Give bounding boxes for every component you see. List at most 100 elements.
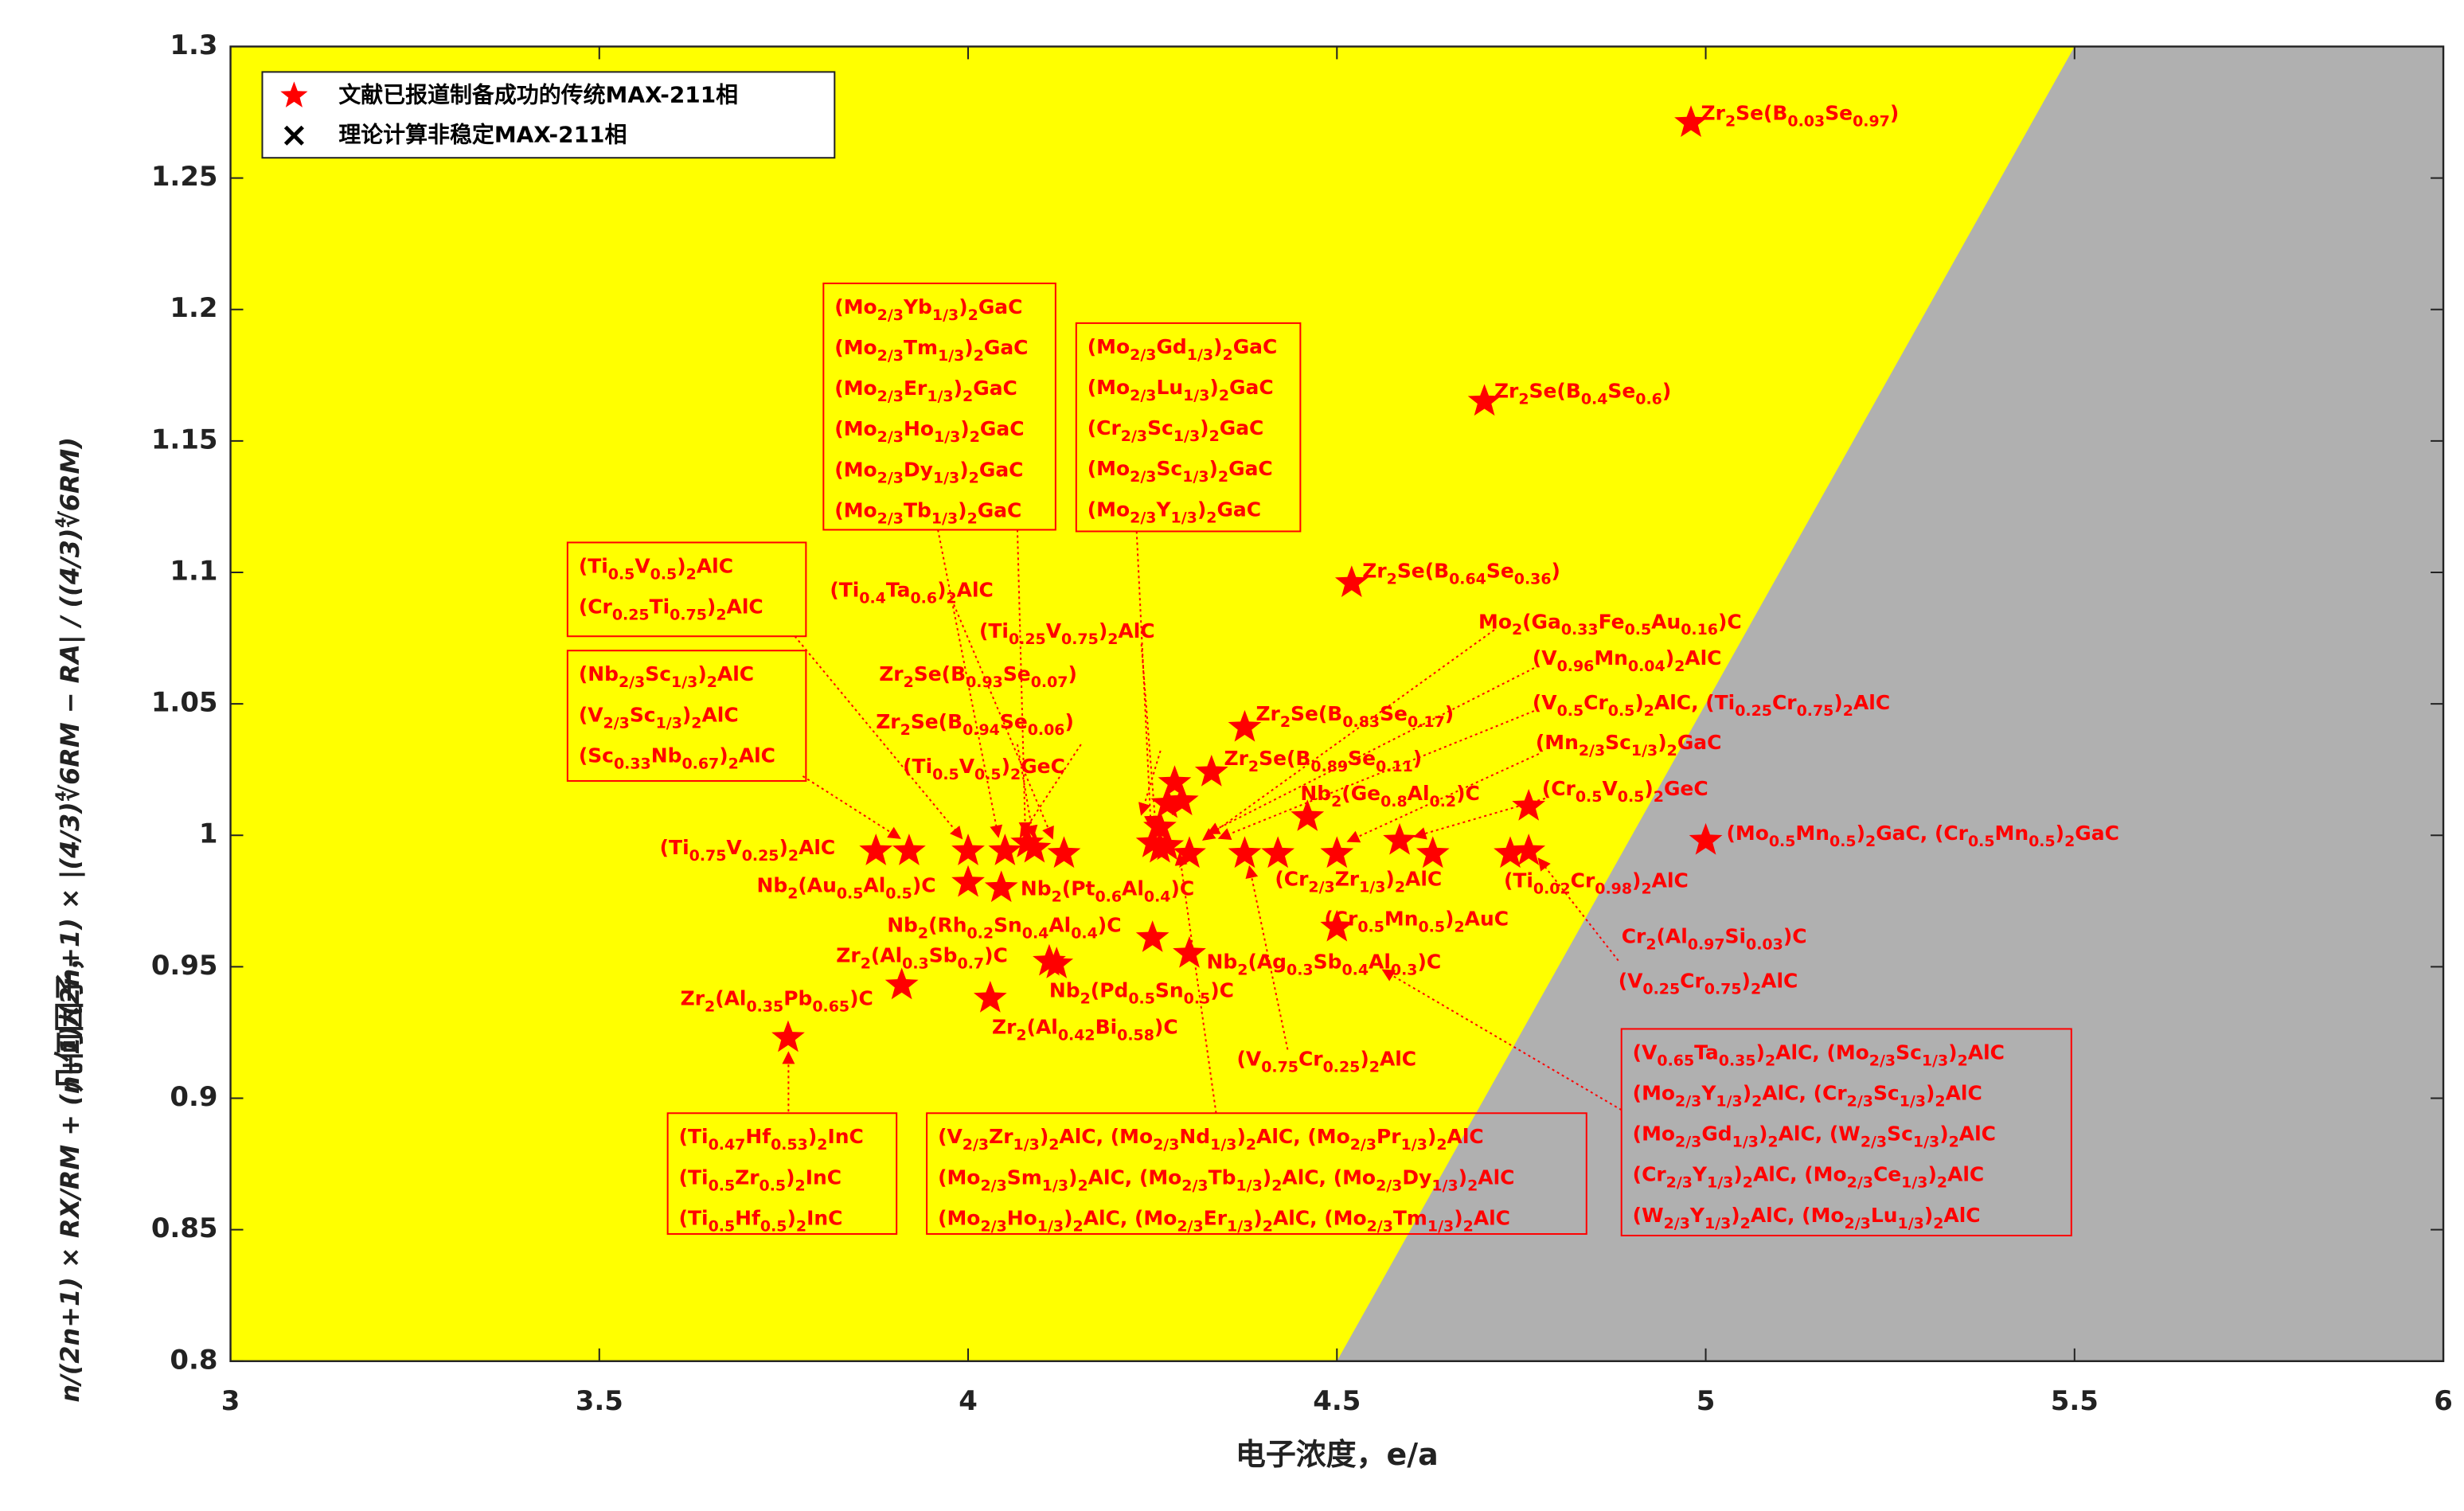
y-tick-label: 1.2 <box>170 292 217 324</box>
point-label: (V0.96Mn0.04)2AlC <box>1533 646 1722 675</box>
x-tick-label: 5 <box>1697 1385 1716 1417</box>
unstable-region <box>1337 46 2444 1361</box>
star-marker <box>1416 836 1450 869</box>
box-label: (Ti0.5Zr0.5)2InC <box>679 1165 842 1194</box>
point-label: (V0.5Cr0.5)2AlC, (Ti0.25Cr0.75)2AlC <box>1533 691 1890 720</box>
point-label: Zr2Se(B0.4Se0.6) <box>1494 380 1671 408</box>
leader-arrow <box>1201 629 1495 841</box>
label-box <box>666 1112 898 1236</box>
leader-arrow <box>1135 531 1157 829</box>
star-marker <box>1194 755 1228 787</box>
point-label: (Cr0.5Mn0.5)2AuC <box>1324 908 1509 936</box>
star-marker <box>892 834 926 865</box>
y-tick-label: 0.95 <box>151 950 218 982</box>
point-label: Zr2Se(B0.89Se0.11) <box>1224 747 1423 775</box>
star-marker <box>1158 765 1192 797</box>
box-label: (Mo2/3Lu1/3)2GaC <box>1088 376 1274 404</box>
legend-label: 文献已报道制备成功的传统MAX-211相 <box>338 81 738 107</box>
legend-box <box>261 71 836 159</box>
star-marker <box>1150 828 1185 861</box>
point-label: Nb2(Ge0.8Al0.2)C <box>1300 782 1479 810</box>
label-box <box>566 541 807 638</box>
y-axis-label: 几何因子， <box>52 942 87 1093</box>
box-label: (Cr2/3Sc1/3)2GaC <box>1088 416 1264 445</box>
star-marker <box>1143 810 1177 842</box>
point-label: (V0.25Cr0.75)2AlC <box>1619 970 1798 998</box>
label-box <box>1620 1028 2072 1237</box>
point-label: (Ti0.75V0.25)2AlC <box>660 836 836 865</box>
star-marker <box>1150 786 1185 818</box>
star-marker <box>1173 935 1206 968</box>
box-label: (Sc0.33Nb0.67)2AlC <box>579 744 775 772</box>
box-label: (Mo2/3Gd1/3)2GaC <box>1088 335 1278 364</box>
x-tick-label: 6 <box>2434 1385 2453 1417</box>
box-label: (Mo2/3Gd1/3)2AlC, (W2/3Sc1/3)2AlC <box>1633 1123 1996 1151</box>
box-label: (Mo2/3Er1/3)2GaC <box>834 377 1017 405</box>
box-label: (Mo2/3Dy1/3)2GaC <box>834 458 1023 486</box>
point-label: Zr2(Al0.35Pb0.65)C <box>681 986 873 1015</box>
point-label: (Ti0.5V0.5)2GeC <box>903 755 1065 783</box>
label-box <box>566 650 807 782</box>
star-marker <box>1383 822 1416 855</box>
label-box <box>1075 322 1302 533</box>
y-tick-label: 0.85 <box>151 1212 218 1244</box>
box-label: (Cr0.25Ti0.75)2AlC <box>579 595 763 623</box>
point-label: Nb2(Ag0.3Sb0.4Al0.3)C <box>1207 951 1442 979</box>
star-marker <box>1494 836 1527 869</box>
point-label: Zr2Se(B0.93Se0.07) <box>879 662 1077 691</box>
star-marker <box>973 981 1007 1013</box>
box-label: (Mo2/3Sm1/3)2AlC, (Mo2/3Tb1/3)2AlC, (Mo2… <box>938 1165 1514 1194</box>
star-marker <box>1512 788 1546 821</box>
box-label: (Mo2/3Y1/3)2AlC, (Cr2/3Sc1/3)2AlC <box>1633 1082 1982 1111</box>
box-label: (Mo2/3Ho1/3)2AlC, (Mo2/3Er1/3)2AlC, (Mo2… <box>938 1206 1510 1235</box>
star-marker <box>1040 947 1074 978</box>
box-label: (W2/3Y1/3)2AlC, (Mo2/3Lu1/3)2AlC <box>1633 1204 1981 1232</box>
leader-arrow <box>937 529 1003 838</box>
y-tick-label: 1 <box>199 818 218 850</box>
y-tick-label: 0.9 <box>170 1081 217 1113</box>
x-tick-label: 5.5 <box>2051 1385 2099 1417</box>
leader-arrow <box>794 635 963 840</box>
star-marker <box>951 865 985 897</box>
box-label: (Mo2/3Ho1/3)2GaC <box>834 417 1024 446</box>
leader-arrow <box>1016 529 1032 835</box>
star-marker <box>1010 826 1045 857</box>
x-tick-label: 4.5 <box>1313 1385 1361 1417</box>
point-label: (Cr0.5V0.5)2GeC <box>1542 777 1708 806</box>
star-marker <box>1320 836 1354 869</box>
star-marker <box>1135 920 1170 952</box>
box-label: (Mo2/3Yb1/3)2GaC <box>834 295 1022 324</box>
label-box <box>926 1112 1587 1236</box>
star-marker <box>859 834 893 865</box>
star-marker <box>1173 836 1206 869</box>
box-label: (Ti0.5V0.5)2AlC <box>579 554 733 583</box>
point-label: Zr2Se(B0.94Se0.06) <box>876 710 1074 739</box>
leader-arrow <box>1381 969 1622 1111</box>
box-label: (Mo2/3Tm1/3)2GaC <box>834 336 1028 365</box>
star-marker <box>1467 384 1501 416</box>
star-marker <box>951 834 985 865</box>
box-label: (Mo2/3Tb1/3)2GaC <box>834 498 1021 527</box>
point-label: Mo2(Ga0.33Fe0.5Au0.16)C <box>1478 610 1742 638</box>
leader-arrow <box>1016 744 1038 838</box>
label-box <box>822 282 1056 531</box>
star-marker <box>988 834 1022 865</box>
y-axis-formula: n/(2n+1) × RX/RM + (n+1)/(2n+1) × |(4/3)… <box>55 437 86 1403</box>
y-tick-label: 1.15 <box>151 424 218 455</box>
point-label: Zr2(Al0.42Bi0.58)C <box>992 1015 1178 1044</box>
point-label: Zr2Se(B0.83Se0.17) <box>1255 702 1454 731</box>
leader-arrow <box>1537 857 1619 962</box>
point-label: (Ti0.02Cr0.98)2AlC <box>1504 869 1689 898</box>
star-marker <box>984 870 1018 903</box>
star-marker <box>1334 565 1369 597</box>
point-label: Nb2(Pt0.6Al0.4)C <box>1021 877 1194 906</box>
x-axis-label: 电子浓度，e/a <box>1236 1437 1439 1472</box>
point-label: (Mo0.5Mn0.5)2GaC, (Cr0.5Mn0.5)2GaC <box>1726 822 2118 850</box>
point-label: Zr2(Al0.3Sb0.7)C <box>836 944 1008 973</box>
point-label: Nb2(Pd0.5Sn0.5)C <box>1049 979 1234 1008</box>
leader-arrow <box>1217 710 1535 841</box>
leader-arrow <box>802 775 901 839</box>
